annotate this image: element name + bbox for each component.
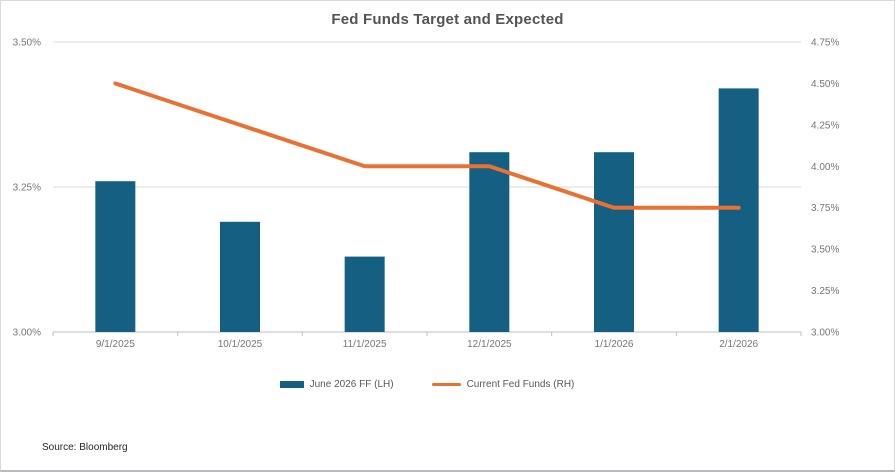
bar-10/1/2025 — [220, 221, 260, 332]
line-series — [113, 81, 741, 210]
legend-label-line-series: Current Fed Funds (RH) — [466, 379, 575, 390]
bar-9/1/2025 — [95, 181, 136, 332]
right-axis-label: 4.50% — [811, 79, 839, 90]
right-axis-label: 4.00% — [811, 162, 839, 173]
bar-series-swatch — [279, 381, 304, 388]
right-axis-label: 3.00% — [811, 328, 839, 339]
right-axis-label: 3.50% — [811, 245, 839, 256]
left-axis-label: 3.25% — [13, 183, 41, 194]
x-axis-label: 11/1/2025 — [343, 339, 387, 350]
x-axis-label: 2/1/2026 — [719, 339, 758, 350]
bar-2/1/2026 — [718, 88, 759, 333]
line-series-swatch — [431, 383, 461, 386]
x-axis-label: 1/1/2026 — [595, 339, 634, 350]
legend-item-line-series: Current Fed Funds (RH) — [431, 379, 575, 390]
x-axis-label: 9/1/2025 — [96, 339, 135, 350]
x-axis-label: 10/1/2025 — [218, 339, 263, 350]
right-axis-label: 3.25% — [811, 286, 839, 297]
right-axis-label: 4.75% — [811, 38, 839, 49]
bar-12/1/2025 — [469, 152, 510, 332]
legend: June 2026 FF (LH) Current Fed Funds (RH) — [53, 379, 801, 390]
legend-item-bar-series: June 2026 FF (LH) — [279, 379, 394, 390]
right-axis-label: 3.75% — [811, 203, 839, 214]
chart-title: Fed Funds Target and Expected — [331, 11, 564, 28]
bar-1/1/2026 — [594, 152, 634, 332]
left-axis-label: 3.50% — [13, 38, 41, 49]
x-axis-label: 12/1/2025 — [467, 339, 512, 350]
left-axis-label: 3.00% — [13, 328, 41, 339]
legend-label-bar-series: June 2026 FF (LH) — [309, 379, 394, 390]
source-note: Source: Bloomberg — [42, 442, 128, 453]
bar-11/1/2025 — [344, 256, 385, 332]
right-axis-label: 4.25% — [811, 120, 839, 131]
